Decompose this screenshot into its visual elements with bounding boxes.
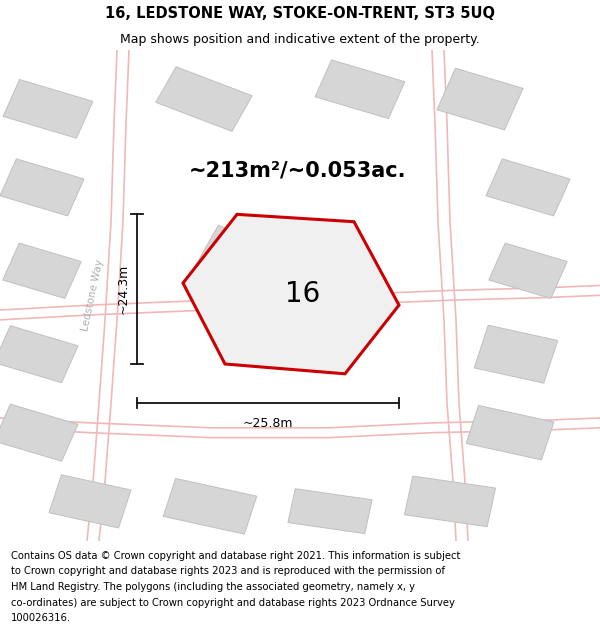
Text: Ledstone Way: Ledstone Way: [80, 259, 106, 332]
Text: 16: 16: [285, 279, 320, 308]
Text: ~213m²/~0.053ac.: ~213m²/~0.053ac.: [189, 160, 407, 180]
Polygon shape: [3, 243, 81, 299]
Polygon shape: [315, 60, 405, 119]
Polygon shape: [188, 226, 316, 316]
Text: to Crown copyright and database rights 2023 and is reproduced with the permissio: to Crown copyright and database rights 2…: [11, 566, 445, 576]
Polygon shape: [0, 404, 78, 461]
Text: ~24.3m: ~24.3m: [116, 264, 130, 314]
Polygon shape: [466, 406, 554, 460]
Polygon shape: [49, 475, 131, 528]
Polygon shape: [0, 326, 78, 382]
Polygon shape: [3, 79, 93, 138]
Polygon shape: [0, 159, 84, 216]
Polygon shape: [489, 243, 567, 299]
Polygon shape: [288, 489, 372, 534]
Text: ~25.8m: ~25.8m: [242, 417, 293, 430]
Text: Contains OS data © Crown copyright and database right 2021. This information is : Contains OS data © Crown copyright and d…: [11, 551, 460, 561]
Text: HM Land Registry. The polygons (including the associated geometry, namely x, y: HM Land Registry. The polygons (includin…: [11, 582, 415, 592]
Text: Map shows position and indicative extent of the property.: Map shows position and indicative extent…: [120, 32, 480, 46]
Polygon shape: [183, 214, 399, 374]
Polygon shape: [156, 67, 252, 131]
Polygon shape: [404, 476, 496, 527]
Polygon shape: [163, 478, 257, 534]
Text: 100026316.: 100026316.: [11, 613, 71, 623]
Text: 16, LEDSTONE WAY, STOKE-ON-TRENT, ST3 5UQ: 16, LEDSTONE WAY, STOKE-ON-TRENT, ST3 5U…: [105, 6, 495, 21]
Polygon shape: [474, 325, 558, 383]
Polygon shape: [486, 159, 570, 216]
Text: co-ordinates) are subject to Crown copyright and database rights 2023 Ordnance S: co-ordinates) are subject to Crown copyr…: [11, 598, 455, 608]
Polygon shape: [437, 68, 523, 130]
